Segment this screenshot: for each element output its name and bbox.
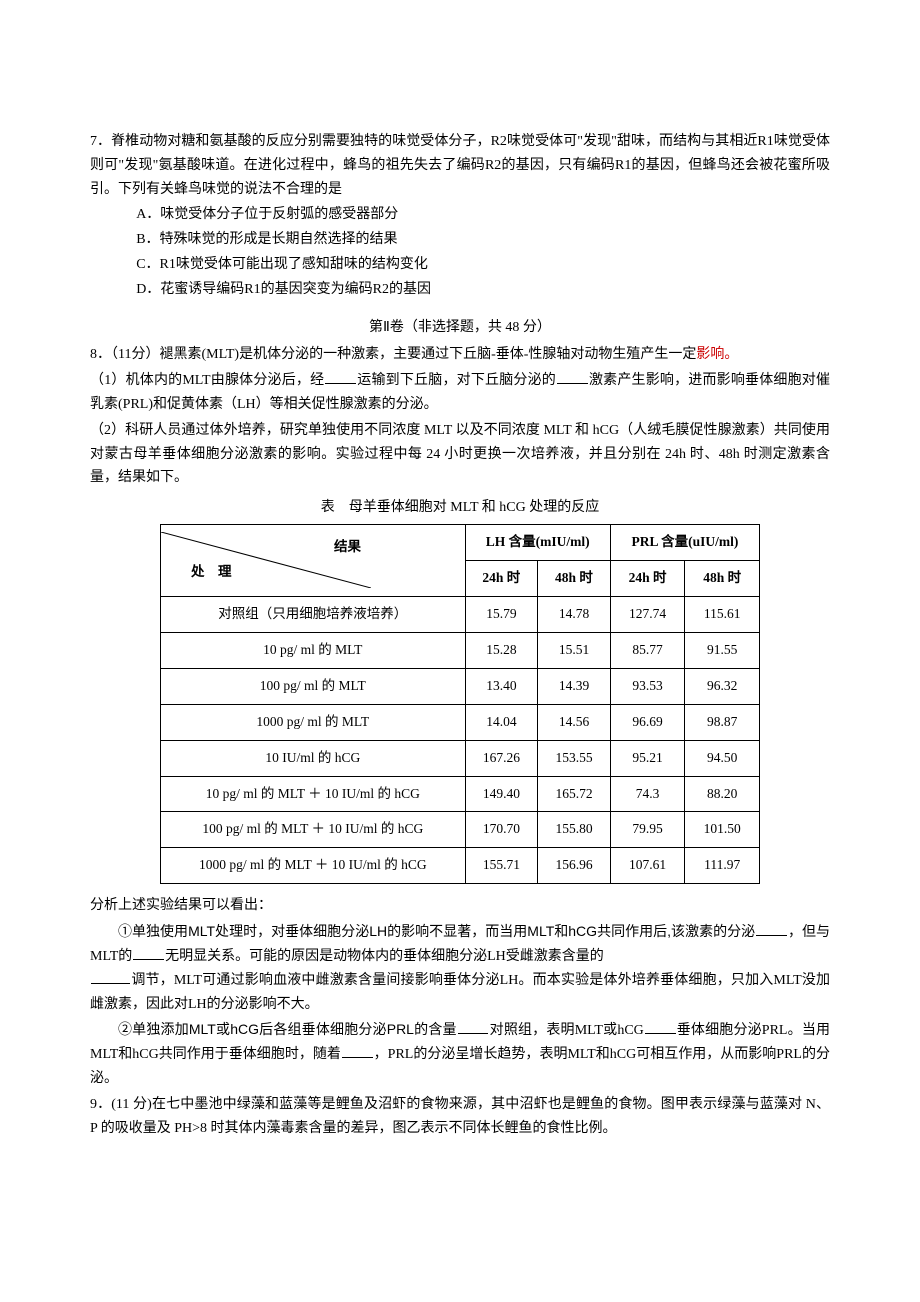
result-table-wrap: 表 母羊垂体细胞对 MLT 和 hCG 处理的反应 结果 处 理 LH 含量(m… <box>160 496 760 884</box>
q7-stem: 7．脊椎动物对糖和氨基酸的反应分别需要独特的味觉受体分子，R2味觉受体可"发现"… <box>90 130 830 201</box>
value-cell: 165.72 <box>538 776 611 812</box>
value-cell: 156.96 <box>538 848 611 884</box>
q7-option-d: D．花蜜诱导编码R1的基因突变为编码R2的基因 <box>90 278 830 302</box>
analysis-c1: ①单独使用MLT处理时，对垂体细胞分泌LH的影响不显著，而当用MLT和hCG共同… <box>90 920 830 1016</box>
analysis-c2-b: 对照组，表明MLT或hCG <box>489 1023 643 1038</box>
value-cell: 96.69 <box>610 704 685 740</box>
value-cell: 14.04 <box>465 704 538 740</box>
value-cell: 101.50 <box>685 812 760 848</box>
q8-p1-b: 运输到下丘脑，对下丘脑分泌的 <box>357 373 556 388</box>
prl-48h-header: 48h 时 <box>685 560 760 596</box>
value-cell: 98.87 <box>685 704 760 740</box>
treatment-cell: 1000 pg/ ml 的 MLT ＋ 10 IU/ml 的 hCG <box>161 848 466 884</box>
blank-hormone <box>557 370 588 384</box>
value-cell: 95.21 <box>610 740 685 776</box>
lh-24h-header: 24h 时 <box>465 560 538 596</box>
q8-p1-a: （1）机体内的MLT由腺体分泌后，经 <box>90 373 324 388</box>
section-2-title: 第Ⅱ卷（非选择题，共 48 分） <box>90 316 830 340</box>
table-row: 对照组（只用细胞培养液培养）15.7914.78127.74115.61 <box>161 596 760 632</box>
table-row: 10 pg/ ml 的 MLT15.2815.5185.7791.55 <box>161 632 760 668</box>
analysis-c2-a: ②单独添加MLT或hCG后各组垂体细胞分泌PRL的含量 <box>90 1021 457 1037</box>
analysis-head: 分析上述实验结果可以看出： <box>90 894 830 918</box>
treatment-cell: 100 pg/ ml 的 MLT <box>161 668 466 704</box>
prl-24h-header: 24h 时 <box>610 560 685 596</box>
value-cell: 127.74 <box>610 596 685 632</box>
q7-option-b: B．特殊味觉的形成是长期自然选择的结果 <box>90 228 830 252</box>
prl-header: PRL 含量(uIU/ml) <box>610 524 759 560</box>
analysis-c1-a: ①单独使用MLT处理时，对垂体细胞分泌LH的影响不显著，而当用MLT和hCG共同… <box>90 923 755 939</box>
table-row: 100 pg/ ml 的 MLT ＋ 10 IU/ml 的 hCG170.701… <box>161 812 760 848</box>
treatment-cell: 10 pg/ ml 的 MLT ＋ 10 IU/ml 的 hCG <box>161 776 466 812</box>
lh-header: LH 含量(mIU/ml) <box>465 524 610 560</box>
table-row: 1000 pg/ ml 的 MLT ＋ 10 IU/ml 的 hCG155.71… <box>161 848 760 884</box>
value-cell: 85.77 <box>610 632 685 668</box>
q8-head: 8．（11分）褪黑素(MLT)是机体分泌的一种激素，主要通过下丘脑-垂体-性腺轴… <box>90 343 830 367</box>
table-caption: 表 母羊垂体细胞对 MLT 和 hCG 处理的反应 <box>160 496 760 520</box>
treatment-cell: 100 pg/ ml 的 MLT ＋ 10 IU/ml 的 hCG <box>161 812 466 848</box>
analysis-c1-d: 调节，MLT可通过影响血液中雌激素含量间接影响垂体分泌LH。而本实验是体外培养垂… <box>90 973 830 1012</box>
q7-option-a: A．味觉受体分子位于反射弧的感受器部分 <box>90 203 830 227</box>
lh-48h-header: 48h 时 <box>538 560 611 596</box>
value-cell: 15.79 <box>465 596 538 632</box>
q7-option-c: C．R1味觉受体可能出现了感知甜味的结构变化 <box>90 253 830 277</box>
treatment-cell: 1000 pg/ ml 的 MLT <box>161 704 466 740</box>
value-cell: 13.40 <box>465 668 538 704</box>
value-cell: 15.28 <box>465 632 538 668</box>
diagonal-header: 结果 处 理 <box>161 532 371 588</box>
blank-transport <box>325 370 356 384</box>
value-cell: 88.20 <box>685 776 760 812</box>
value-cell: 115.61 <box>685 596 760 632</box>
value-cell: 96.32 <box>685 668 760 704</box>
analysis-c2: ②单独添加MLT或hCG后各组垂体细胞分泌PRL的含量 对照组，表明MLT或hCG… <box>90 1018 830 1090</box>
blank-content <box>458 1020 489 1034</box>
table-row: 结果 处 理 LH 含量(mIU/ml) PRL 含量(uIU/ml) <box>161 524 760 560</box>
table-diag-header: 结果 处 理 <box>161 524 466 596</box>
q8-head-black: 8．（11分） <box>90 347 159 362</box>
blank-regulation <box>91 970 130 984</box>
q7-stem-text: 脊椎动物对糖和氨基酸的反应分别需要独特的味觉受体分子，R2味觉受体可"发现"甜味… <box>90 134 830 197</box>
value-cell: 107.61 <box>610 848 685 884</box>
value-cell: 79.95 <box>610 812 685 848</box>
value-cell: 153.55 <box>538 740 611 776</box>
value-cell: 93.53 <box>610 668 685 704</box>
blank-as <box>342 1044 373 1058</box>
blank-secretion <box>756 922 787 936</box>
blank-effect <box>645 1020 676 1034</box>
q9-stem: 9．(11 分)在七中墨池中绿藻和蓝藻等是鲤鱼及沼虾的食物来源，其中沼虾也是鲤鱼… <box>90 1093 830 1141</box>
treatment-cell: 对照组（只用细胞培养液培养） <box>161 596 466 632</box>
value-cell: 15.51 <box>538 632 611 668</box>
value-cell: 74.3 <box>610 776 685 812</box>
value-cell: 149.40 <box>465 776 538 812</box>
blank-relation <box>133 946 164 960</box>
value-cell: 14.56 <box>538 704 611 740</box>
table-row: 10 pg/ ml 的 MLT ＋ 10 IU/ml 的 hCG149.4016… <box>161 776 760 812</box>
treatment-cell: 10 pg/ ml 的 MLT <box>161 632 466 668</box>
table-row: 1000 pg/ ml 的 MLT14.0414.5696.6998.87 <box>161 704 760 740</box>
value-cell: 14.78 <box>538 596 611 632</box>
table-row: 100 pg/ ml 的 MLT13.4014.3993.5396.32 <box>161 668 760 704</box>
q8-part1: （1）机体内的MLT由腺体分泌后，经运输到下丘脑，对下丘脑分泌的激素产生影响，进… <box>90 369 830 417</box>
value-cell: 155.71 <box>465 848 538 884</box>
analysis-c1-c: 无明显关系。可能的原因是动物体内的垂体细胞分泌LH受雌激素含量的 <box>165 949 604 964</box>
q8-head-red: 影响。 <box>696 347 738 362</box>
diag-label-bottom: 处 理 <box>191 561 232 584</box>
value-cell: 111.97 <box>685 848 760 884</box>
value-cell: 155.80 <box>538 812 611 848</box>
value-cell: 94.50 <box>685 740 760 776</box>
value-cell: 91.55 <box>685 632 760 668</box>
value-cell: 170.70 <box>465 812 538 848</box>
value-cell: 14.39 <box>538 668 611 704</box>
q8-part2: （2）科研人员通过体外培养，研究单独使用不同浓度 MLT 以及不同浓度 MLT … <box>90 419 830 490</box>
value-cell: 167.26 <box>465 740 538 776</box>
treatment-cell: 10 IU/ml 的 hCG <box>161 740 466 776</box>
q8-head-rest: 褪黑素(MLT)是机体分泌的一种激素，主要通过下丘脑-垂体-性腺轴对动物生殖产生… <box>159 347 696 362</box>
diag-label-top: 结果 <box>334 536 361 559</box>
table-row: 10 IU/ml 的 hCG167.26153.5595.2194.50 <box>161 740 760 776</box>
result-table: 结果 处 理 LH 含量(mIU/ml) PRL 含量(uIU/ml) 24h … <box>160 524 760 884</box>
q7-number: 7． <box>90 134 111 149</box>
